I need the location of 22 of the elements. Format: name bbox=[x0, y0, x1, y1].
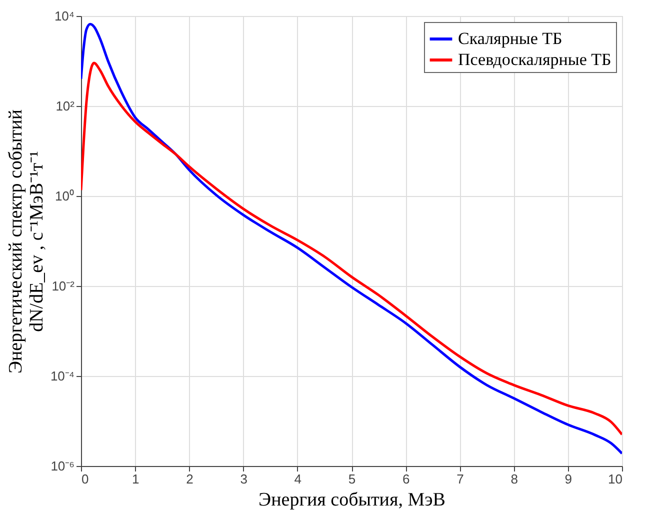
x-tick-label: 6 bbox=[402, 472, 410, 486]
x-tick-label: 5 bbox=[348, 472, 356, 486]
x-axis-title: Энергия события, МэВ bbox=[258, 490, 446, 510]
y-tick-label: 10² bbox=[56, 98, 76, 114]
text: Энергетический спектр событий bbox=[5, 109, 26, 374]
x-tick-label: 0 bbox=[82, 472, 89, 486]
y-tick-label: 10⁴ bbox=[54, 8, 74, 24]
x-tick-label: 2 bbox=[186, 472, 194, 486]
y-tick-label: 10⁻⁴ bbox=[50, 368, 74, 384]
legend-label: Псевдоскалярные ТБ bbox=[458, 50, 612, 69]
x-tick-label: 8 bbox=[510, 472, 518, 486]
y-tick-label: 10⁰ bbox=[55, 188, 74, 204]
y-tick-label: 10⁻⁶ bbox=[50, 458, 74, 474]
x-tick-label: 10 bbox=[608, 472, 622, 486]
text: dN/dE_ev , с⁻¹МэВ⁻¹т⁻¹ bbox=[26, 151, 48, 332]
legend-label: Скалярные ТБ bbox=[458, 29, 562, 48]
x-tick-label: 7 bbox=[456, 472, 464, 486]
x-tick-label: 9 bbox=[564, 472, 572, 486]
x-tick-label: 1 bbox=[132, 472, 140, 486]
x-tick-label: 3 bbox=[240, 472, 248, 486]
x-tick-label: 4 bbox=[294, 472, 302, 486]
y-tick-label: 10⁻² bbox=[52, 278, 76, 294]
